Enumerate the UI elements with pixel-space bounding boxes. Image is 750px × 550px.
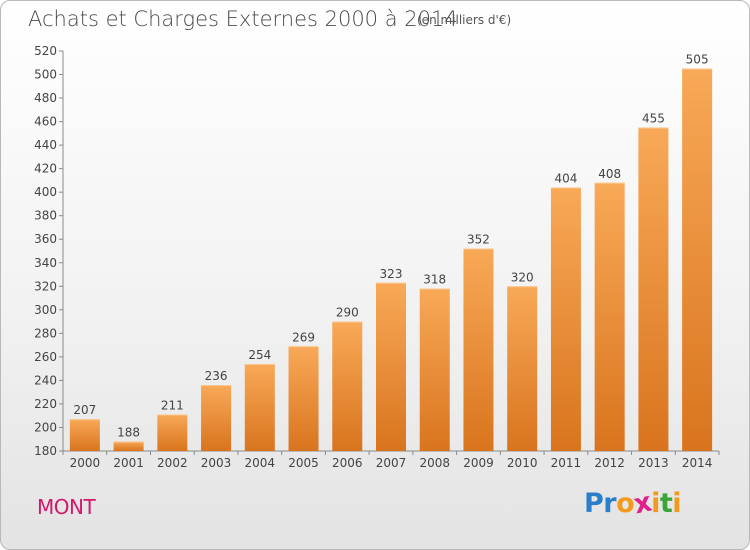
data-label: 318 xyxy=(423,273,446,287)
data-label: 254 xyxy=(248,348,271,362)
x-tick-label: 2011 xyxy=(551,456,582,470)
x-axis: 2000 2001 2002 2003 2004 2005 2006 2007 2008 2009… xyxy=(62,450,720,470)
x-tick-label: 2013 xyxy=(638,456,669,470)
x-tick-label: 2002 xyxy=(157,456,188,470)
bar-2006 xyxy=(332,321,363,451)
x-tick-label: 2008 xyxy=(419,456,450,470)
data-label: 188 xyxy=(117,426,140,440)
x-tick-label: 2010 xyxy=(507,456,538,470)
bar-2014 xyxy=(682,68,713,451)
bar-2012 xyxy=(594,182,625,451)
location-label: MONT xyxy=(37,495,96,519)
y-tick-label: 200 xyxy=(34,420,57,434)
y-tick-label: 380 xyxy=(34,209,57,223)
y-tick-label: 520 xyxy=(34,44,57,58)
bar-2000 xyxy=(69,419,100,451)
y-tick-label: 220 xyxy=(34,397,57,411)
data-label: 505 xyxy=(686,53,709,67)
y-tick-label: 340 xyxy=(34,256,57,270)
y-tick-label: 360 xyxy=(34,232,57,246)
chart-title: Achats et Charges Externes 2000 à 2014 xyxy=(28,7,458,31)
logo-letter: i xyxy=(651,488,660,519)
bars xyxy=(69,68,713,452)
x-tick-label: 2006 xyxy=(332,456,363,470)
y-tick-label: 280 xyxy=(34,326,57,340)
x-tick-label: 2001 xyxy=(113,456,144,470)
data-label: 408 xyxy=(598,167,621,181)
x-tick-label: 2012 xyxy=(594,456,625,470)
y-tick-label: 260 xyxy=(34,350,57,364)
bar-2002 xyxy=(157,414,188,451)
y-tick-label: 240 xyxy=(34,373,57,387)
bar-2009 xyxy=(463,248,494,451)
bar-2010 xyxy=(507,286,538,451)
bar-2004 xyxy=(244,363,275,451)
y-tick-label: 180 xyxy=(34,444,57,458)
data-label: 320 xyxy=(511,270,534,284)
y-tick-label: 300 xyxy=(34,303,57,317)
bar-2013 xyxy=(638,127,669,452)
x-tick-label: 2014 xyxy=(682,456,713,470)
bar-2007 xyxy=(376,282,406,451)
x-tick-label: 2007 xyxy=(376,456,407,470)
data-label: 290 xyxy=(336,306,359,320)
y-tick-label: 440 xyxy=(34,138,57,152)
logo-letter: r xyxy=(603,488,617,519)
x-tick-label: 2000 xyxy=(70,456,101,470)
logo-letter: t xyxy=(659,488,673,519)
y-tick-label: 400 xyxy=(34,185,57,199)
x-tick-label: 2009 xyxy=(463,456,494,470)
data-label: 455 xyxy=(642,111,665,125)
bar-2011 xyxy=(550,187,581,451)
data-label: 236 xyxy=(205,369,228,383)
logo-letter: i xyxy=(672,488,682,519)
data-label: 404 xyxy=(554,171,577,185)
data-label: 323 xyxy=(380,267,403,281)
bar-2001 xyxy=(113,441,144,451)
logo-letter: o xyxy=(616,488,635,519)
data-labels: 207 188 211 236 254 269 290 323 318 352 320 404 408 4… xyxy=(73,53,708,440)
chart-subtitle: (en milliers d'€) xyxy=(417,13,512,27)
x-tick-label: 2003 xyxy=(201,456,232,470)
y-tick-label: 460 xyxy=(34,115,57,129)
y-tick-label: 500 xyxy=(34,68,57,82)
y-axis: 180 200 220 240 260 280 300 320 340 360 380 400 420 4… xyxy=(34,44,64,458)
y-tick-label: 420 xyxy=(34,162,57,176)
logo-letter: P xyxy=(584,488,604,519)
data-label: 269 xyxy=(292,330,315,344)
x-tick-label: 2004 xyxy=(245,456,276,470)
bar-2008 xyxy=(419,288,450,451)
proxiti-logo: Proxiti xyxy=(584,487,682,521)
bar-2003 xyxy=(201,385,232,451)
y-tick-label: 320 xyxy=(34,279,57,293)
data-label: 207 xyxy=(73,403,96,417)
bar-2005 xyxy=(288,346,319,451)
data-label: 211 xyxy=(161,399,184,413)
data-label: 352 xyxy=(467,233,490,247)
x-tick-label: 2005 xyxy=(288,456,319,470)
y-tick-label: 480 xyxy=(34,91,57,105)
